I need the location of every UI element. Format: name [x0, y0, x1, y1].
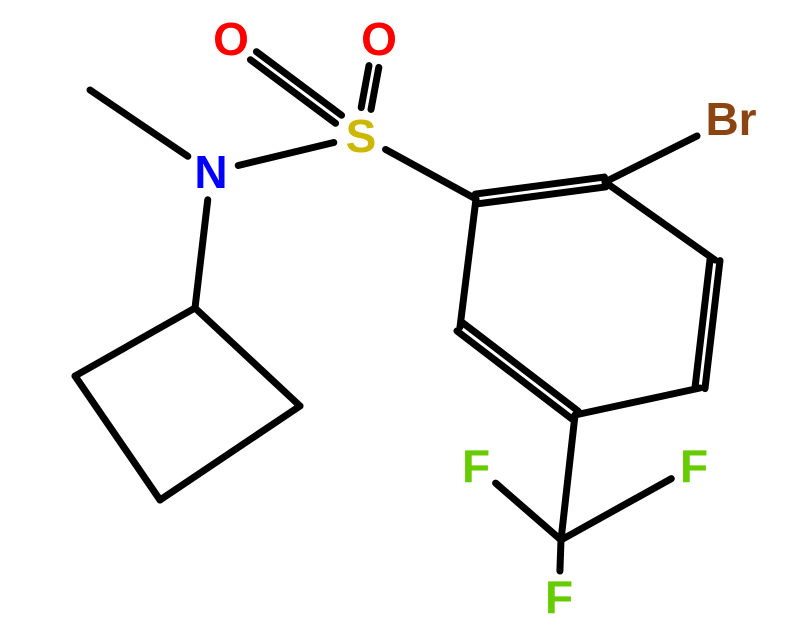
bond-line — [90, 90, 188, 156]
atom-f-label: F — [462, 440, 490, 492]
bond-line — [575, 388, 700, 415]
atom-o-label: O — [213, 13, 249, 65]
bond-line — [256, 52, 341, 116]
atom-br-label: Br — [705, 93, 756, 145]
bond-line — [561, 479, 671, 540]
bond-line — [75, 376, 160, 500]
bond-line — [463, 323, 578, 411]
bond-line — [250, 60, 335, 124]
atom-s-label: S — [346, 110, 377, 162]
bond-line — [605, 136, 697, 182]
atom-n-label: N — [194, 146, 227, 198]
bond-line — [460, 199, 476, 327]
bond-line — [195, 200, 208, 308]
atom-o-label: O — [361, 13, 397, 65]
bond-line — [195, 308, 300, 406]
molecule-diagram: SOONBrFFF — [0, 0, 800, 638]
bond-line — [238, 143, 334, 166]
bond-line — [496, 483, 561, 540]
bond-line — [386, 149, 476, 199]
bond-line — [75, 308, 195, 376]
atom-f-label: F — [545, 571, 573, 623]
bond-line — [457, 331, 572, 419]
bond-line — [371, 67, 379, 109]
bond-line — [561, 415, 575, 540]
atom-f-label: F — [680, 440, 708, 492]
bond-line — [560, 540, 561, 571]
bond-line — [160, 406, 300, 500]
bond-line — [605, 182, 715, 260]
bond-line — [361, 66, 369, 108]
